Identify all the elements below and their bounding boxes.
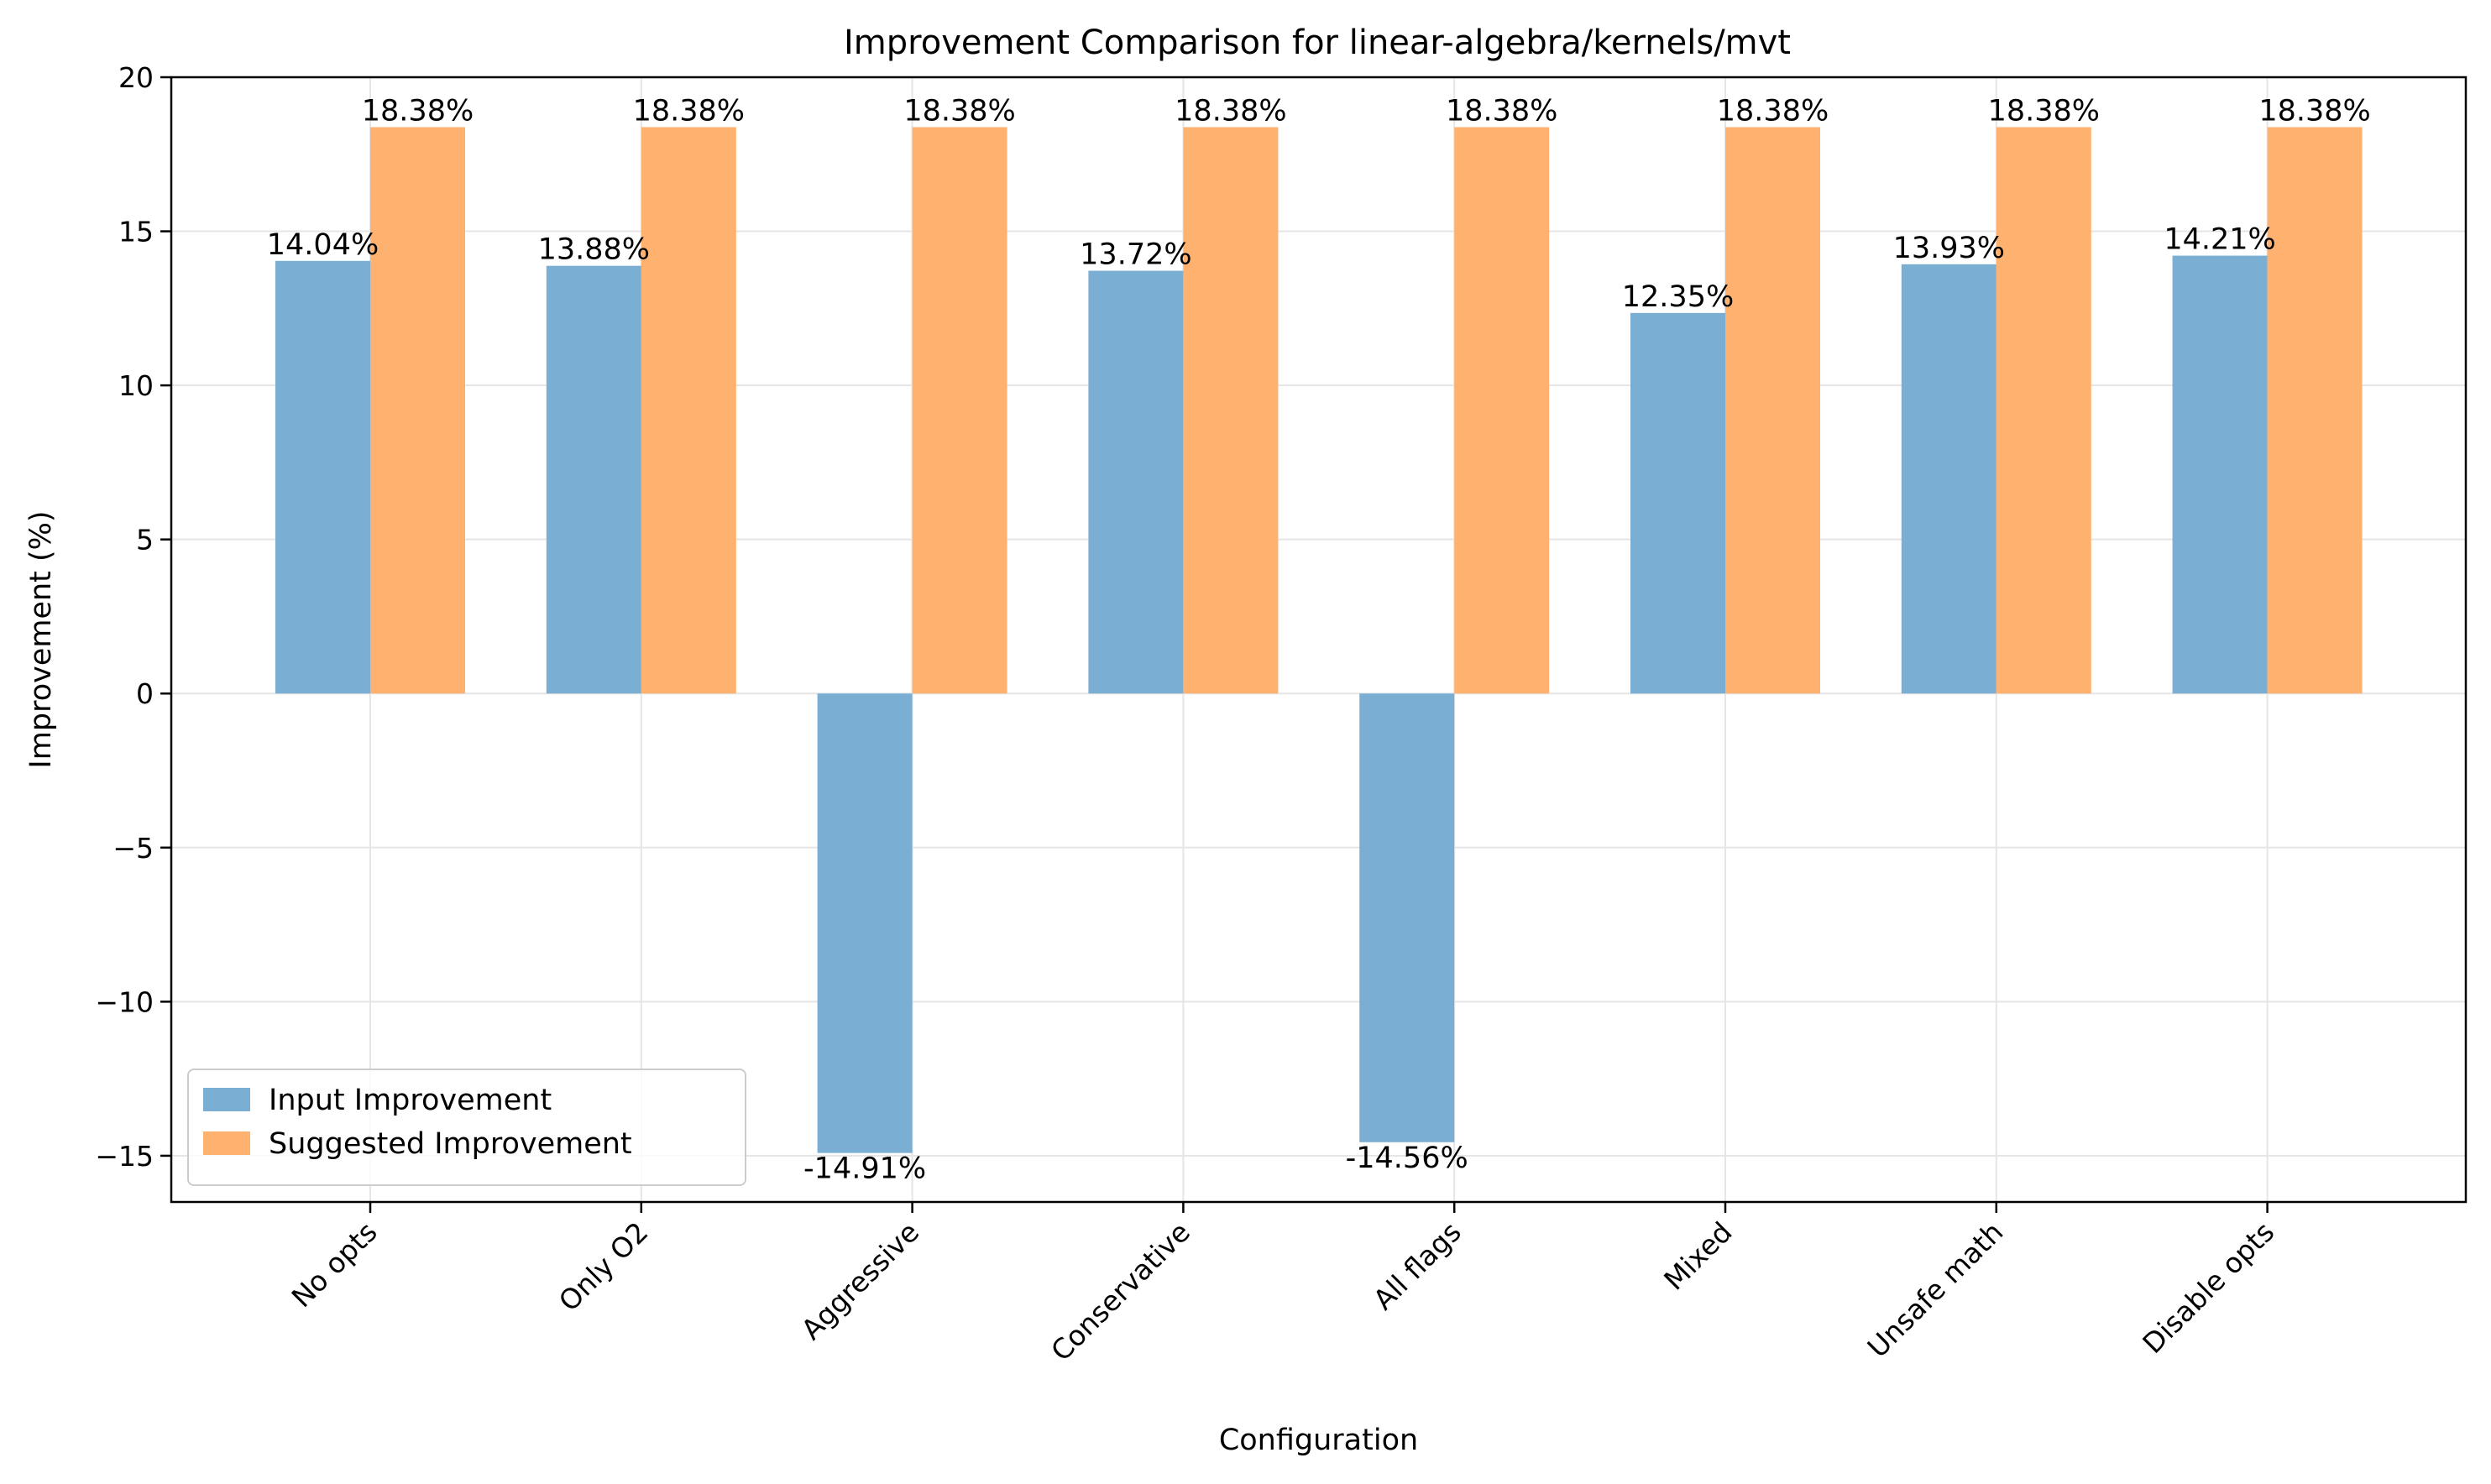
data-label: 18.38% bbox=[362, 94, 474, 128]
legend-box bbox=[187, 1069, 746, 1186]
suggested-improvement-bar bbox=[370, 127, 465, 694]
data-label: 18.38% bbox=[1446, 94, 1557, 128]
suggested-improvement-bar bbox=[2267, 127, 2363, 694]
data-label: 14.21% bbox=[2164, 223, 2275, 257]
suggested-improvement-bar bbox=[1996, 127, 2091, 694]
input-improvement-bar bbox=[1901, 264, 1996, 694]
data-label: -14.56% bbox=[1346, 1142, 1468, 1175]
input-improvement-bar bbox=[817, 693, 913, 1153]
y-tick-label: 10 bbox=[118, 369, 154, 402]
bars bbox=[275, 127, 2363, 1153]
data-label: 18.38% bbox=[633, 94, 745, 128]
x-tick-label: Mixed bbox=[1657, 1215, 1738, 1296]
data-label: 12.35% bbox=[1622, 280, 1734, 314]
grid-lines bbox=[171, 76, 2466, 1202]
legend-label: Suggested Improvement bbox=[269, 1127, 632, 1161]
legend-swatch bbox=[203, 1088, 250, 1111]
legend: Input Improvement Suggested Improvement bbox=[187, 1069, 746, 1186]
input-improvement-bar bbox=[1088, 270, 1184, 694]
data-label: 13.93% bbox=[1893, 232, 2005, 265]
input-improvement-bar bbox=[275, 260, 370, 694]
y-tick-label: −10 bbox=[95, 985, 154, 1018]
x-axis: No opts Only O2 Aggressive Conservative All … bbox=[285, 1202, 2280, 1367]
y-tick-label: 20 bbox=[118, 61, 154, 94]
plot-frame bbox=[170, 76, 2467, 1204]
suggested-improvement-bar bbox=[912, 127, 1007, 694]
data-label: 18.38% bbox=[1717, 94, 1829, 128]
y-tick-label: 0 bbox=[136, 677, 154, 710]
input-improvement-bar bbox=[546, 265, 641, 694]
x-tick-label: Aggressive bbox=[795, 1215, 926, 1346]
data-label: 13.72% bbox=[1080, 238, 1191, 272]
x-tick-label: Only O2 bbox=[552, 1215, 655, 1318]
data-label: 18.38% bbox=[1988, 94, 2100, 128]
y-tick-label: −15 bbox=[95, 1140, 154, 1173]
data-labels: 14.04% 13.88% -14.91% 13.72% -14.56% 12.35% 13… bbox=[267, 94, 2371, 1185]
suggested-improvement-bar bbox=[641, 127, 736, 694]
x-tick-label: All flags bbox=[1367, 1215, 1468, 1316]
y-tick-label: 5 bbox=[136, 524, 154, 556]
chart-title: Improvement Comparison for linear-algebr… bbox=[844, 24, 1791, 62]
data-label: 18.38% bbox=[903, 94, 1015, 128]
suggested-improvement-bar bbox=[1454, 127, 1550, 694]
suggested-improvement-bar bbox=[1725, 127, 1820, 694]
legend-label: Input Improvement bbox=[269, 1084, 552, 1117]
x-tick-label: Conservative bbox=[1044, 1215, 1196, 1367]
x-tick-label: Disable opts bbox=[2136, 1215, 2280, 1360]
x-tick-label: No opts bbox=[285, 1215, 384, 1314]
y-axis-label: Improvement (%) bbox=[24, 510, 58, 768]
input-improvement-bar bbox=[1630, 312, 1725, 694]
legend-swatch bbox=[203, 1131, 250, 1155]
input-improvement-bar bbox=[1359, 693, 1455, 1142]
suggested-improvement-bar bbox=[1183, 127, 1279, 694]
data-label: 13.88% bbox=[538, 233, 650, 267]
y-tick-label: −5 bbox=[113, 832, 154, 865]
data-label: 18.38% bbox=[2258, 94, 2370, 128]
data-label: 18.38% bbox=[1175, 94, 1286, 128]
x-tick-label: Unsafe math bbox=[1861, 1215, 2010, 1364]
data-label: -14.91% bbox=[803, 1152, 926, 1186]
x-axis-label: Configuration bbox=[1219, 1424, 1418, 1457]
y-axis: 20 15 10 5 0 −5 −10 −15 bbox=[95, 61, 171, 1173]
input-improvement-bar bbox=[2172, 255, 2268, 694]
y-tick-label: 15 bbox=[118, 216, 154, 248]
data-label: 14.04% bbox=[267, 228, 379, 262]
